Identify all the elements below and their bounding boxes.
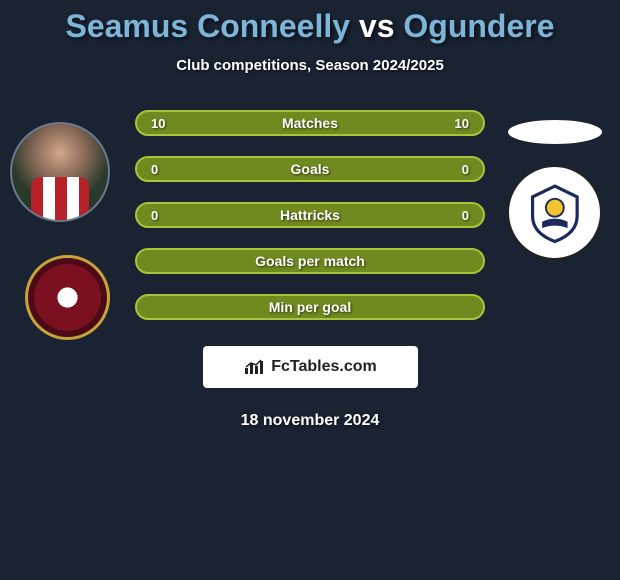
- stat-rows: 10 Matches 10 0 Goals 0 0 Hattricks 0 Go…: [135, 110, 485, 338]
- title-player-right: Ogundere: [403, 8, 554, 44]
- stat-label: Goals: [137, 161, 483, 177]
- stat-row-matches: 10 Matches 10: [135, 110, 485, 136]
- stat-row-hattricks: 0 Hattricks 0: [135, 202, 485, 228]
- branding-text: FcTables.com: [271, 358, 377, 376]
- club-right-crest-icon: [523, 181, 587, 245]
- stat-row-min-per-goal: Min per goal: [135, 294, 485, 320]
- footer-date: 18 november 2024: [0, 412, 620, 430]
- stat-label: Matches: [137, 115, 483, 131]
- stat-right-value: 0: [462, 208, 469, 223]
- stat-left-value: 0: [151, 208, 158, 223]
- title-vs: vs: [350, 8, 403, 44]
- stat-right-value: 0: [462, 162, 469, 177]
- stat-label: Goals per match: [137, 253, 483, 269]
- stat-left-value: 10: [151, 116, 165, 131]
- stat-left-value: 0: [151, 162, 158, 177]
- stat-label: Min per goal: [137, 299, 483, 315]
- infographic-container: Seamus Conneelly vs Ogundere Club compet…: [0, 0, 620, 430]
- stat-row-goals: 0 Goals 0: [135, 156, 485, 182]
- club-right-badge-icon: [507, 165, 602, 260]
- stat-right-value: 10: [455, 116, 469, 131]
- main-area: 10 Matches 10 0 Goals 0 0 Hattricks 0 Go…: [0, 110, 620, 430]
- title-player-left: Seamus Conneelly: [65, 8, 350, 44]
- stat-row-goals-per-match: Goals per match: [135, 248, 485, 274]
- stat-label: Hattricks: [137, 207, 483, 223]
- branding-chart-icon: [243, 358, 265, 376]
- subtitle: Club competitions, Season 2024/2025: [0, 57, 620, 74]
- player-right-avatar: [508, 120, 602, 144]
- club-left-badge-icon: [25, 255, 110, 340]
- branding-box: FcTables.com: [203, 346, 418, 388]
- title: Seamus Conneelly vs Ogundere: [0, 8, 620, 45]
- player-left-avatar: [10, 122, 110, 222]
